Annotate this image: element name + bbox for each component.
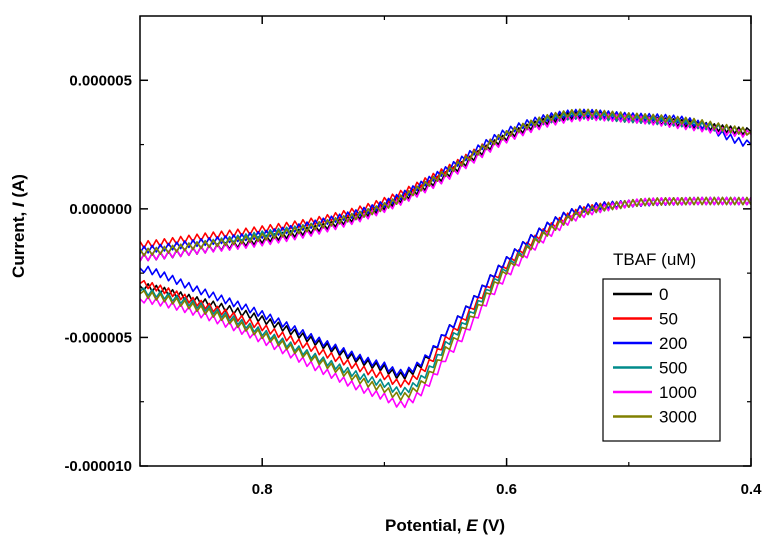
legend-label-3000: 3000 — [659, 408, 697, 427]
y-tick-label: -0.000005 — [64, 329, 132, 346]
y-axis-title-symbol: I — [9, 201, 28, 207]
y-axis-title-prefix: Current, — [9, 207, 28, 278]
y-tick-label: -0.000010 — [64, 458, 132, 475]
x-axis-title-suffix: (V) — [478, 516, 505, 535]
x-tick-label: 0.4 — [741, 481, 763, 498]
x-tick-label: 0.6 — [496, 481, 517, 498]
series-layer — [140, 108, 751, 409]
legend-label-0: 0 — [659, 285, 668, 304]
y-axis-title: Current, I (A) — [9, 174, 28, 278]
y-axis-title-suffix: (A) — [9, 174, 28, 202]
legend-label-1000: 1000 — [659, 383, 697, 402]
plot-frame — [139, 15, 752, 467]
legend-title: TBAF (uM) — [613, 250, 696, 269]
legend-label-500: 500 — [659, 359, 687, 378]
x-axis-title: Potential, E (V) — [385, 516, 505, 535]
legend-entries: 0 50 200 500 1000 3000 — [613, 285, 697, 427]
legend-box — [602, 278, 721, 442]
series-line-3000-reverse — [140, 196, 751, 401]
legend-label-50: 50 — [659, 310, 678, 329]
y-tick-label: 0.000000 — [69, 201, 132, 218]
series-line-1000-reverse — [140, 196, 751, 409]
x-axis-title-symbol: E — [466, 516, 478, 535]
x-tick-label: 0.8 — [252, 481, 273, 498]
y-tick-label: 0.000005 — [69, 72, 132, 89]
series-line-200-forward — [140, 108, 751, 254]
ticks-layer: 0.8 0.6 0.4 0.000005 0.000000 -0.000005 -0.000… — [64, 16, 762, 498]
series-line-3000-forward — [140, 108, 751, 257]
legend-label-200: 200 — [659, 334, 687, 353]
x-axis-title-prefix: Potential, — [385, 516, 466, 535]
